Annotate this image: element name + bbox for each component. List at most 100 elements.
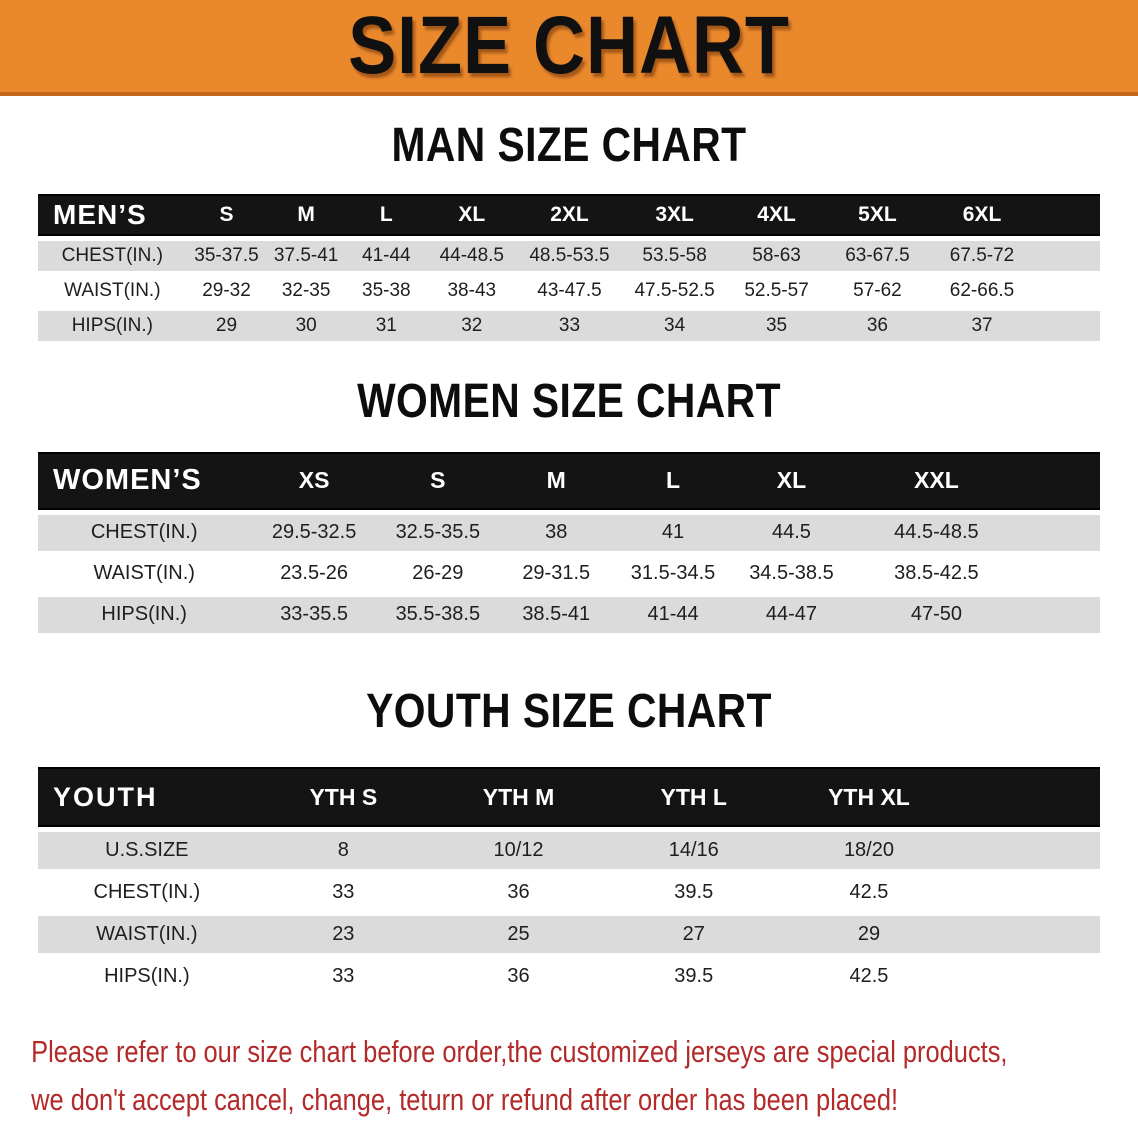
- men-size-table: MEN’S S M L XL 2XL 3XL 4XL 5XL 6XL CHEST(IN.) 35-37…: [38, 189, 1100, 346]
- size-value: 44-48.5: [426, 240, 517, 271]
- size-value: 30: [266, 310, 346, 341]
- size-value: 29: [781, 916, 957, 954]
- size-value: 42.5: [781, 958, 957, 996]
- filler-cell: [956, 832, 1100, 870]
- size-value: 31: [345, 310, 427, 341]
- banner-title: SIZE CHART: [348, 0, 790, 91]
- filler-cell: [1021, 451, 1100, 510]
- table-row: WAIST(IN.) 23.5-26 26-29 29-31.5 31.5-34.5 34…: [38, 555, 1100, 592]
- youth-section: YOUTH SIZE CHART YOUTH YTH S YTH M YTH L YTH…: [0, 684, 1138, 1001]
- filler-cell: [1021, 555, 1100, 592]
- men-section: MAN SIZE CHART MEN’S S M L XL 2XL 3XL 4XL 5XL 6XL…: [0, 119, 1138, 346]
- size-value: 57-62: [825, 275, 929, 306]
- size-value: 47-50: [851, 596, 1022, 633]
- column-header: M: [497, 451, 615, 510]
- size-value: 33: [516, 310, 623, 341]
- banner: SIZE CHART: [0, 0, 1138, 96]
- size-value: 58-63: [727, 240, 826, 271]
- table-row: HIPS(IN.) 33 36 39.5 42.5: [38, 958, 1100, 996]
- filler-cell: [956, 958, 1100, 996]
- column-header: 2XL: [516, 193, 623, 236]
- row-label: U.S.SIZE: [38, 832, 256, 870]
- column-header: L: [345, 193, 427, 236]
- filler-cell: [1035, 275, 1100, 306]
- column-header: S: [377, 451, 498, 510]
- size-value: 44.5-48.5: [851, 514, 1022, 551]
- row-label: HIPS(IN.): [38, 310, 187, 341]
- size-value: 10/12: [430, 832, 607, 870]
- column-header: XL: [426, 193, 517, 236]
- table-row: CHEST(IN.) 35-37.5 37.5-41 41-44 44-48.5 48.5…: [38, 240, 1100, 271]
- size-value: 38.5-41: [497, 596, 615, 633]
- header-row: MEN’S S M L XL 2XL 3XL 4XL 5XL 6XL: [38, 193, 1100, 236]
- size-value: 37.5-41: [266, 240, 346, 271]
- disclaimer-line-1: Please refer to our size chart before or…: [31, 1034, 1008, 1070]
- filler-cell: [1035, 193, 1100, 236]
- size-value: 29: [186, 310, 267, 341]
- column-header: YTH S: [255, 767, 431, 828]
- table-row: CHEST(IN.) 29.5-32.5 32.5-35.5 38 41 44.5 44.5…: [38, 514, 1100, 551]
- women-section: WOMEN SIZE CHART WOMEN’S XS S M L XL XXL CHEST(…: [0, 375, 1138, 638]
- size-value: 23: [255, 916, 431, 954]
- table-title-cell: MEN’S: [38, 193, 187, 236]
- size-value: 33-35.5: [250, 596, 378, 633]
- disclaimer-line-2: we don't accept cancel, change, teturn o…: [31, 1082, 899, 1118]
- size-value: 32.5-35.5: [377, 514, 498, 551]
- size-value: 29.5-32.5: [250, 514, 378, 551]
- size-value: 36: [825, 310, 929, 341]
- table-row: WAIST(IN.) 23 25 27 29: [38, 916, 1100, 954]
- size-value: 52.5-57: [727, 275, 826, 306]
- size-value: 34.5-38.5: [731, 555, 852, 592]
- size-value: 35-37.5: [186, 240, 267, 271]
- size-value: 23.5-26: [250, 555, 378, 592]
- size-value: 44.5: [731, 514, 852, 551]
- youth-section-heading: YOUTH SIZE CHART: [366, 684, 772, 738]
- size-value: 41-44: [614, 596, 732, 633]
- row-label: WAIST(IN.): [38, 916, 256, 954]
- size-value: 35-38: [345, 275, 427, 306]
- size-value: 29-32: [186, 275, 267, 306]
- table-title-cell: WOMEN’S: [38, 451, 251, 510]
- size-value: 67.5-72: [928, 240, 1036, 271]
- size-value: 26-29: [377, 555, 498, 592]
- size-value: 43-47.5: [516, 275, 623, 306]
- row-label: CHEST(IN.): [38, 240, 187, 271]
- size-value: 33: [255, 958, 431, 996]
- table-row: HIPS(IN.) 29 30 31 32 33 34 35 36 37: [38, 310, 1100, 341]
- column-header: S: [186, 193, 267, 236]
- size-value: 32: [426, 310, 517, 341]
- header-row: WOMEN’S XS S M L XL XXL: [38, 451, 1100, 510]
- column-header: 3XL: [622, 193, 728, 236]
- size-value: 37: [928, 310, 1036, 341]
- size-value: 14/16: [606, 832, 782, 870]
- size-value: 53.5-58: [622, 240, 728, 271]
- size-value: 36: [430, 958, 607, 996]
- filler-cell: [956, 874, 1100, 912]
- column-header: 4XL: [727, 193, 826, 236]
- size-value: 47.5-52.5: [622, 275, 728, 306]
- table-row: WAIST(IN.) 29-32 32-35 35-38 38-43 43-47.5 47.…: [38, 275, 1100, 306]
- size-value: 8: [255, 832, 431, 870]
- women-table-wrap: WOMEN’S XS S M L XL XXL CHEST(IN.) 29.5-32.5 32.5…: [0, 447, 1138, 638]
- size-value: 42.5: [781, 874, 957, 912]
- youth-size-table: YOUTH YTH S YTH M YTH L YTH XL U.S.SIZE 8 10/12…: [38, 762, 1100, 1000]
- youth-table-wrap: YOUTH YTH S YTH M YTH L YTH XL U.S.SIZE 8 10/12…: [0, 762, 1138, 1000]
- size-value: 41-44: [345, 240, 427, 271]
- size-value: 29-31.5: [497, 555, 615, 592]
- table-row: U.S.SIZE 8 10/12 14/16 18/20: [38, 832, 1100, 870]
- column-header: XL: [731, 451, 852, 510]
- row-label: HIPS(IN.): [38, 958, 256, 996]
- column-header: YTH L: [606, 767, 782, 828]
- filler-cell: [1021, 596, 1100, 633]
- filler-cell: [1035, 310, 1100, 341]
- filler-cell: [1021, 514, 1100, 551]
- header-row: YOUTH YTH S YTH M YTH L YTH XL: [38, 767, 1100, 828]
- column-header: YTH M: [430, 767, 607, 828]
- size-value: 27: [606, 916, 782, 954]
- filler-cell: [1035, 240, 1100, 271]
- size-value: 36: [430, 874, 607, 912]
- row-label: HIPS(IN.): [38, 596, 251, 633]
- size-value: 31.5-34.5: [614, 555, 732, 592]
- size-value: 39.5: [606, 958, 782, 996]
- row-label: WAIST(IN.): [38, 555, 251, 592]
